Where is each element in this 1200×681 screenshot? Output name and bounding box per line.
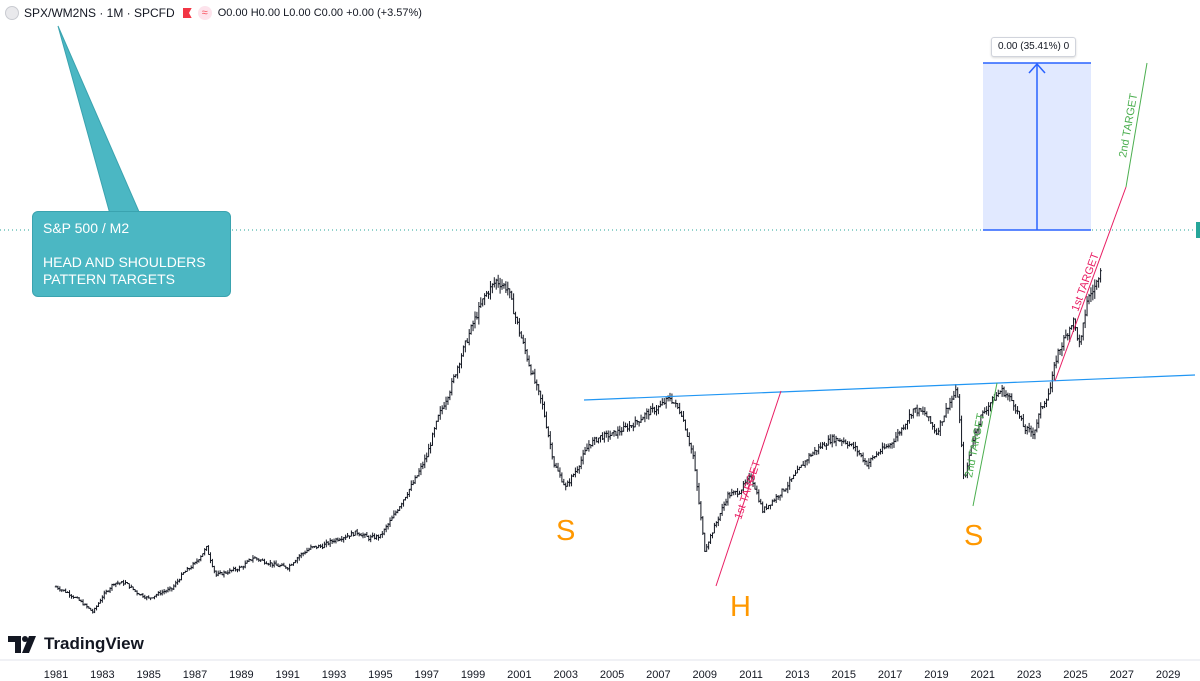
ohlc-bars bbox=[54, 268, 1102, 614]
x-tick-label: 1989 bbox=[229, 669, 253, 681]
x-tick-label: 1999 bbox=[461, 669, 485, 681]
x-tick-label: 2021 bbox=[971, 669, 995, 681]
tradingview-logo-icon bbox=[8, 636, 36, 653]
x-tick-label: 1983 bbox=[90, 669, 114, 681]
x-tick-label: 1991 bbox=[275, 669, 299, 681]
price-axis-marker bbox=[1196, 222, 1200, 238]
x-tick-label: 2001 bbox=[507, 669, 531, 681]
x-tick-label: 1981 bbox=[44, 669, 68, 681]
x-tick-label: 2015 bbox=[832, 669, 856, 681]
x-tick-label: 2019 bbox=[924, 669, 948, 681]
measure-label: 0.00 (35.41%) 0 bbox=[991, 37, 1077, 57]
tradingview-logo[interactable]: TradingView bbox=[8, 634, 144, 654]
measure-arrow-head bbox=[1028, 62, 1046, 74]
symbol-title[interactable]: SPX/WM2NS · 1M · SPCFD bbox=[24, 6, 175, 20]
pattern-label-right-shoulder: S bbox=[964, 520, 983, 552]
callout-box[interactable]: S&P 500 / M2 HEAD AND SHOULDERS PATTERN … bbox=[32, 211, 231, 297]
approx-icon[interactable]: ≈ bbox=[197, 6, 212, 20]
target-line-2-breakout[interactable] bbox=[1125, 62, 1148, 188]
x-tick-label: 1987 bbox=[183, 669, 207, 681]
symbol-icon bbox=[5, 6, 19, 20]
callout-line-3: PATTERN TARGETS bbox=[43, 271, 175, 287]
flag-icon[interactable] bbox=[182, 8, 192, 18]
x-tick-label: 2017 bbox=[878, 669, 902, 681]
x-tick-label: 2013 bbox=[785, 669, 809, 681]
neckline[interactable] bbox=[583, 374, 1196, 401]
x-tick-label: 2025 bbox=[1063, 669, 1087, 681]
x-tick-label: 2029 bbox=[1156, 669, 1180, 681]
callout-line-2: HEAD AND SHOULDERS bbox=[43, 254, 206, 270]
x-tick-label: 2005 bbox=[600, 669, 624, 681]
x-tick-label: 2007 bbox=[646, 669, 670, 681]
callout-title: S&P 500 / M2 bbox=[43, 220, 130, 236]
chart-header: SPX/WM2NS · 1M · SPCFD ≈ O0.00 H0.00 L0.… bbox=[0, 0, 422, 26]
x-axis: 1981 1983 1985 1987 1989 1991 1993 1995 1997 1999… bbox=[0, 659, 1200, 681]
target-line-2-shoulder[interactable] bbox=[972, 382, 998, 507]
x-tick-label: 2011 bbox=[739, 669, 763, 681]
x-tick-label: 2023 bbox=[1017, 669, 1041, 681]
x-tick-label: 1997 bbox=[414, 669, 438, 681]
x-tick-label: 1995 bbox=[368, 669, 392, 681]
logo-text: TradingView bbox=[44, 634, 144, 653]
pattern-label-left-shoulder: S bbox=[556, 515, 575, 547]
x-tick-label: 1993 bbox=[322, 669, 346, 681]
target-label-2nd-shoulder: 2nd TARGET bbox=[963, 412, 987, 478]
x-tick-label: 1985 bbox=[136, 669, 160, 681]
target-line-1-head[interactable] bbox=[715, 390, 782, 587]
callout-pointer bbox=[57, 25, 141, 215]
pattern-label-head: H bbox=[730, 591, 751, 623]
ohlc-values: O0.00 H0.00 L0.00 C0.00 +0.00 (+3.57%) bbox=[217, 7, 422, 19]
x-tick-label: 2009 bbox=[693, 669, 717, 681]
x-tick-label: 2003 bbox=[553, 669, 577, 681]
x-tick-label: 2027 bbox=[1110, 669, 1134, 681]
target-line-1-breakout[interactable] bbox=[1054, 186, 1127, 382]
